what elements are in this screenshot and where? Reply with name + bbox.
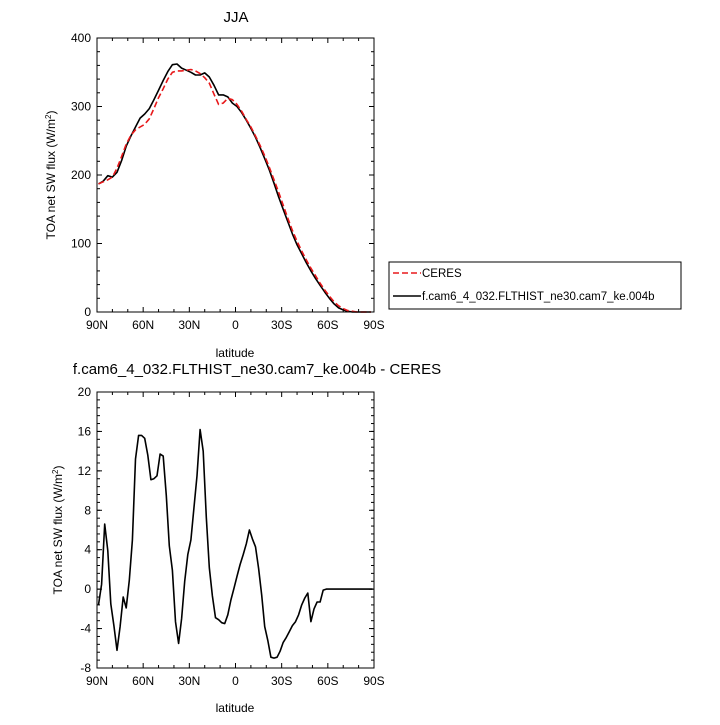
bottom-x-tick-label: 90N bbox=[86, 674, 108, 688]
top-series-line-ceres bbox=[98, 68, 371, 313]
bottom-y-tick-label: -8 bbox=[80, 661, 91, 675]
bottom-plot-frame bbox=[96, 391, 375, 669]
bottom-y-tick-label: 12 bbox=[78, 464, 92, 478]
top-y-tick-label: 400 bbox=[71, 31, 91, 45]
bottom-x-axis-label: latitude bbox=[216, 701, 255, 715]
top-y-axis-label: TOA net SW flux (W/m2) bbox=[44, 111, 59, 240]
top-x-axis-label: latitude bbox=[216, 346, 255, 360]
bottom-y-tick-label: 4 bbox=[84, 543, 91, 557]
top-x-tick-label: 30N bbox=[178, 318, 200, 332]
top-y-tick-label: 200 bbox=[71, 168, 91, 182]
top-x-tick-label: 90S bbox=[363, 318, 384, 332]
top-plot-frame bbox=[96, 37, 375, 313]
bottom-x-tick-label: 90S bbox=[363, 674, 384, 688]
top-chart-title: JJA bbox=[223, 9, 248, 26]
legend-label-model: f.cam6_4_032.FLTHIST_ne30.cam7_ke.004b bbox=[422, 291, 654, 303]
top-x-tick-label: 0 bbox=[232, 318, 239, 332]
bottom-y-tick-label: 16 bbox=[78, 424, 92, 438]
top-x-tick-label: 60S bbox=[317, 318, 338, 332]
bottom-x-tick-label: 60N bbox=[132, 674, 154, 688]
bottom-chart-title: f.cam6_4_032.FLTHIST_ne30.cam7_ke.004b -… bbox=[73, 361, 441, 378]
bottom-y-tick-label: 20 bbox=[78, 385, 92, 399]
top-series-line-f-cam6-4-032-flthist-ne30-cam7-ke-004b bbox=[98, 63, 371, 313]
bottom-x-tick-label: 30N bbox=[178, 674, 200, 688]
bottom-y-axis-label: TOA net SW flux (W/m2) bbox=[51, 466, 66, 595]
top-y-tick-label: 300 bbox=[71, 100, 91, 114]
bottom-y-tick-label: 0 bbox=[84, 582, 91, 596]
bottom-x-tick-label: 30S bbox=[271, 674, 292, 688]
top-panel: JJA 90N 60N 30N 0 30S 60S 90S 0 100 200 300 400 lat… bbox=[44, 9, 385, 360]
bottom-panel: f.cam6_4_032.FLTHIST_ne30.cam7_ke.004b -… bbox=[51, 361, 442, 715]
top-y-tick-label: 100 bbox=[71, 237, 91, 251]
top-x-tick-label: 60N bbox=[132, 318, 154, 332]
top-x-tick-label: 90N bbox=[86, 318, 108, 332]
legend-box bbox=[388, 261, 682, 310]
bottom-x-tick-label: 0 bbox=[232, 674, 239, 688]
bottom-y-tick-label: -4 bbox=[80, 622, 91, 636]
bottom-y-tick-label: 8 bbox=[84, 503, 91, 517]
legend: CERES f.cam6_4_032.FLTHIST_ne30.cam7_ke.… bbox=[388, 261, 682, 310]
legend-label-ceres: CERES bbox=[422, 268, 462, 280]
bottom-x-tick-label: 60S bbox=[317, 674, 338, 688]
top-x-tick-label: 30S bbox=[271, 318, 292, 332]
bottom-series-line-difference bbox=[97, 428, 373, 659]
top-y-tick-label: 0 bbox=[84, 305, 91, 319]
